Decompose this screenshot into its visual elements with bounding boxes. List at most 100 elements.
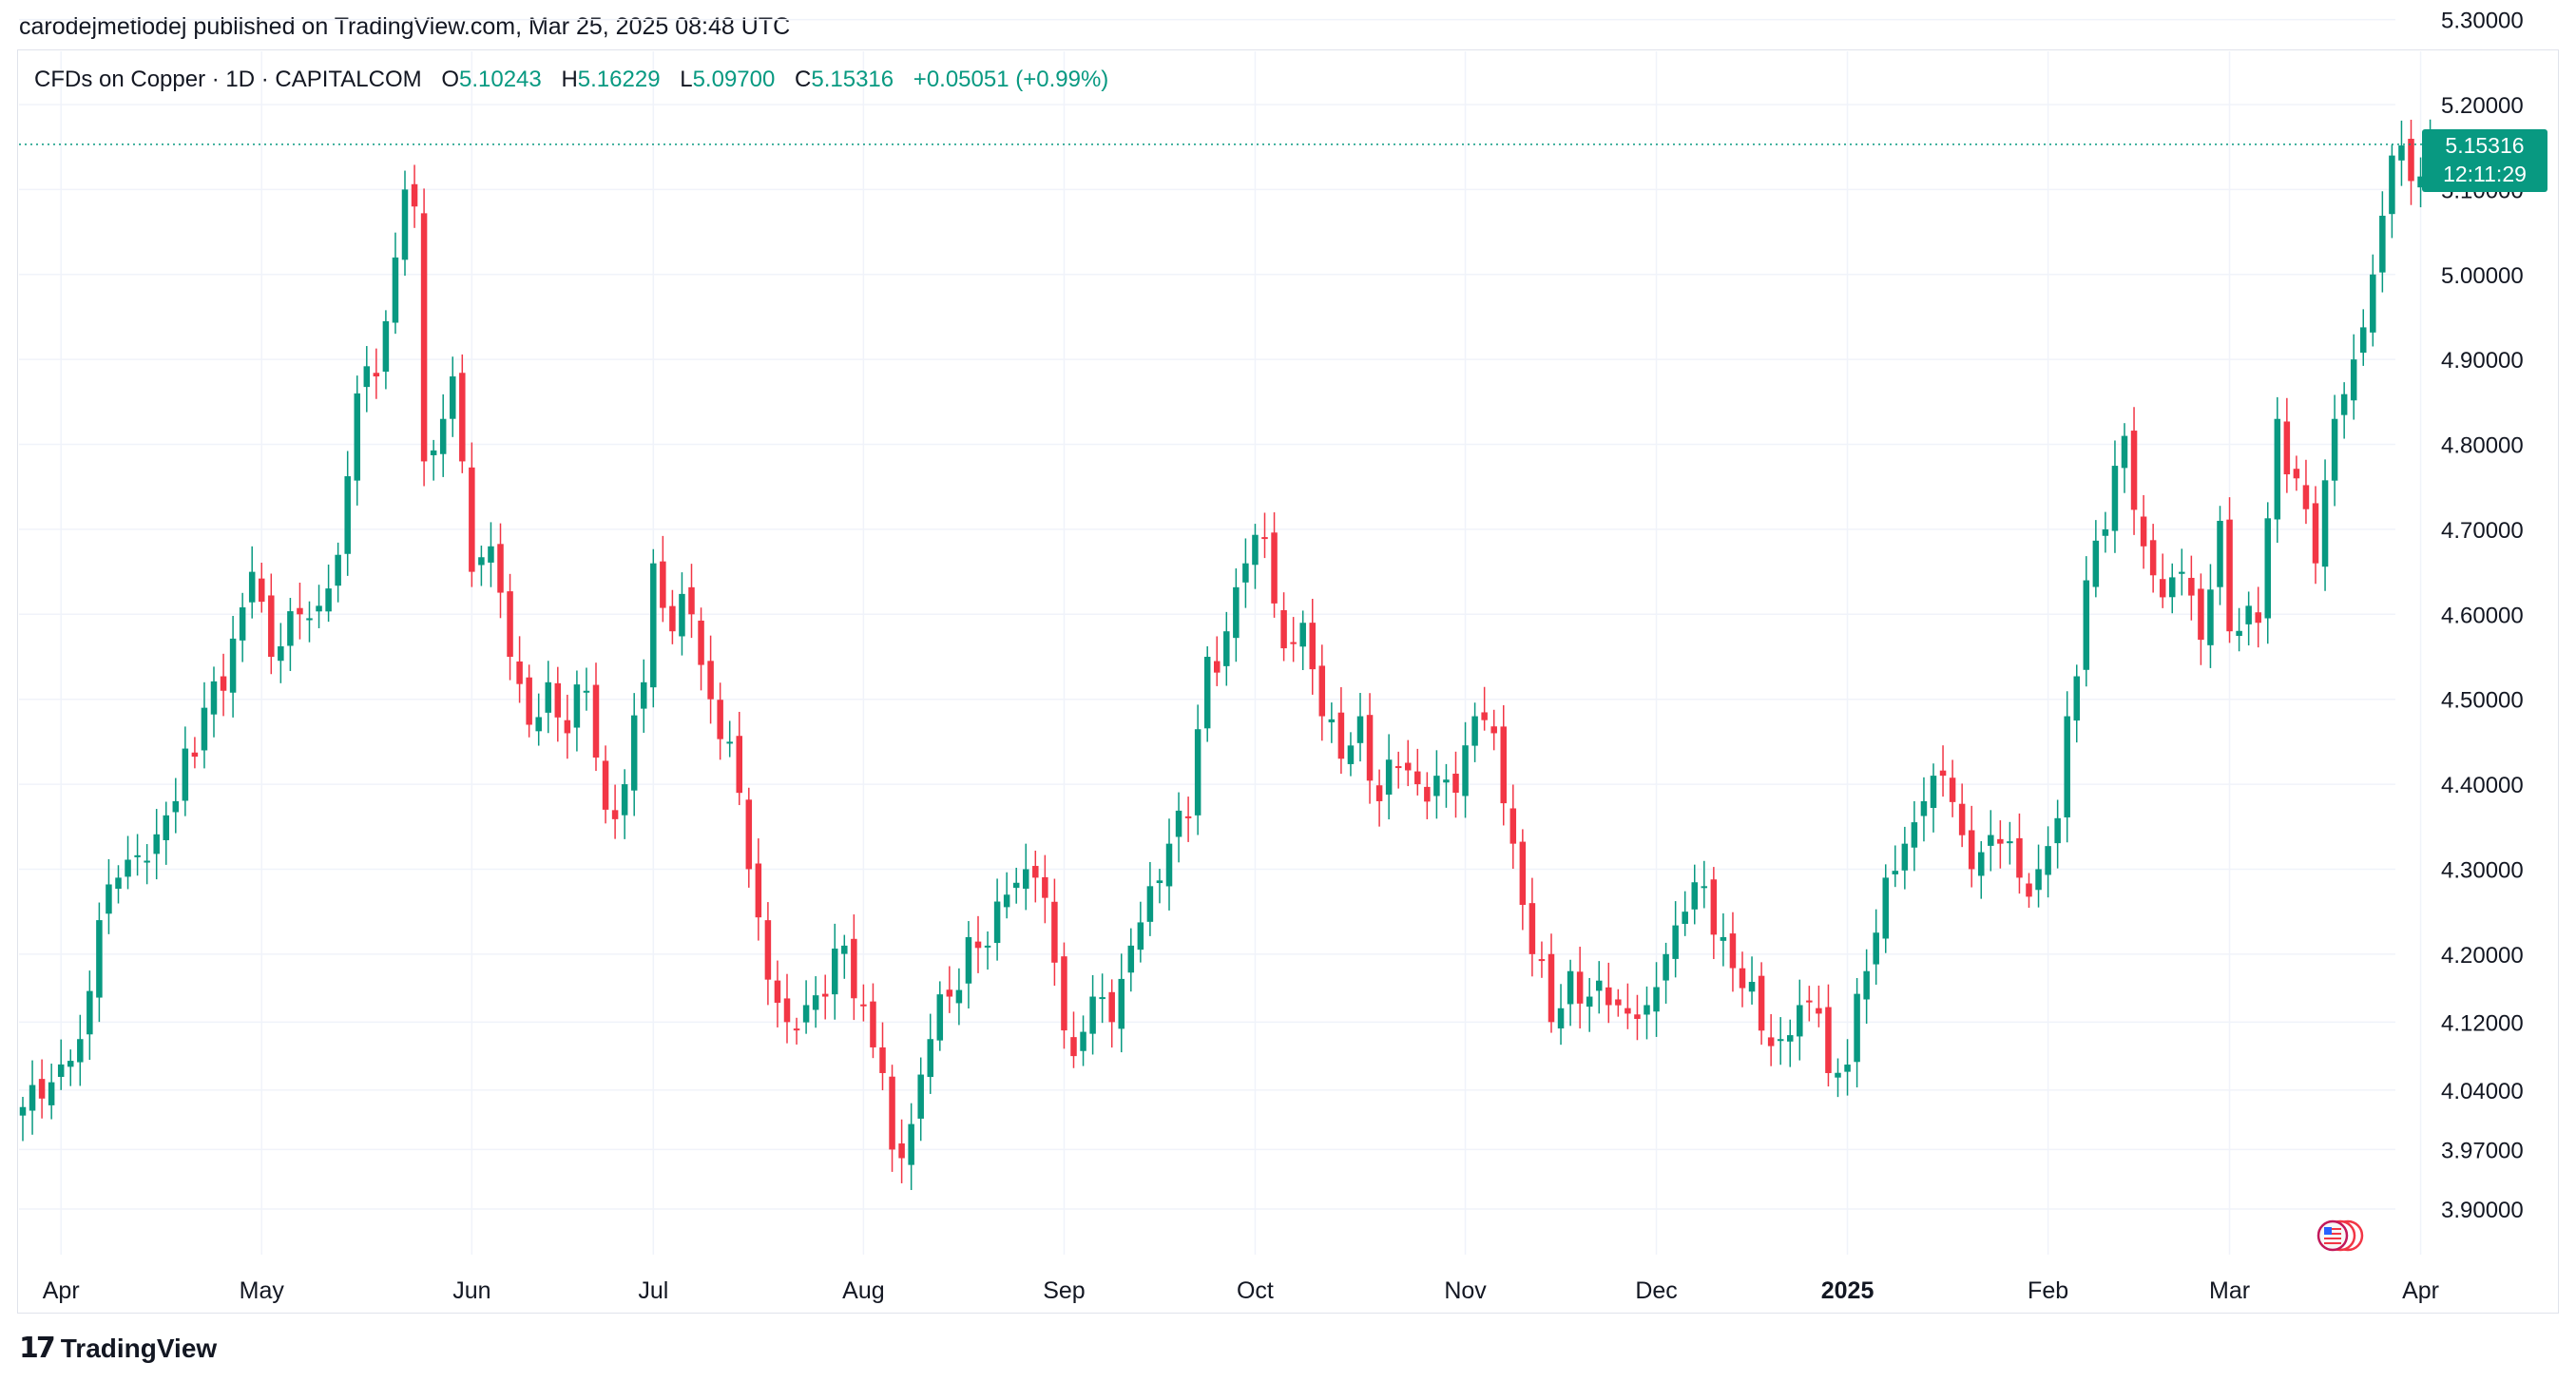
candle-body [182, 748, 189, 801]
candle-body [2169, 577, 2176, 598]
candle-body [1644, 1005, 1650, 1015]
candle-body [420, 213, 428, 462]
candle-body [1777, 1039, 1784, 1042]
x-tick-label: Jul [638, 1277, 668, 1304]
candle-body [1214, 661, 1221, 673]
candle-body [1146, 886, 1154, 922]
candle-body [439, 418, 447, 454]
x-tick-label: 2025 [1821, 1277, 1874, 1304]
candle-body [660, 561, 666, 608]
x-tick-label: Feb [2028, 1277, 2068, 1304]
candle-body [2140, 516, 2147, 547]
candle-body [860, 1004, 867, 1007]
candle-body [679, 593, 685, 637]
x-tick-label: Sep [1043, 1277, 1085, 1304]
candle-body [841, 945, 848, 954]
candle-body [2026, 883, 2032, 897]
candle-body [325, 588, 332, 612]
candle-body [2408, 139, 2414, 182]
candle-body [278, 645, 284, 662]
candle-body [2350, 359, 2357, 401]
candle-body [1797, 1005, 1803, 1037]
x-tick-label: Nov [1444, 1277, 1487, 1304]
candle-body [478, 557, 485, 566]
candle-body [974, 941, 982, 949]
candle-body [2045, 846, 2051, 875]
y-tick-label: 4.30000 [2441, 857, 2524, 883]
candle-body [726, 741, 733, 744]
candle-body [2340, 393, 2348, 415]
candle-body [2331, 418, 2338, 481]
candle-body [2083, 580, 2090, 670]
candle-body [335, 554, 341, 586]
candle-body [239, 607, 246, 641]
candle-body [1318, 665, 1326, 717]
candle-body [1949, 777, 1956, 802]
candle-body [106, 884, 112, 914]
candle-body [1252, 534, 1259, 566]
candle-body [688, 586, 695, 615]
candle-body [2102, 528, 2109, 536]
candle-body [297, 607, 303, 615]
candle-body [573, 684, 581, 728]
candle-body [1127, 945, 1135, 973]
candle-body [2054, 817, 2061, 844]
candle-body [1911, 822, 1918, 848]
candle-body [1538, 959, 1546, 962]
candle-body [1099, 997, 1105, 1000]
candle-body [1165, 843, 1173, 887]
candle-body [955, 989, 963, 1004]
candle-body [1624, 1008, 1631, 1014]
candle-body [2379, 215, 2386, 273]
candle-body [1405, 762, 1412, 771]
candle-body [2188, 577, 2195, 596]
candle-body [870, 1001, 876, 1047]
candle-body [1997, 838, 2004, 844]
candle-body [736, 736, 742, 794]
candle-body [602, 760, 609, 810]
candle-body [1767, 1037, 1775, 1046]
candle-body [745, 799, 753, 870]
high-label: H [561, 67, 578, 92]
candle-body [1375, 785, 1383, 801]
candle-body [1596, 980, 1603, 991]
open-value: 5.10243 [459, 67, 542, 92]
candle-body [1433, 776, 1440, 797]
candle-body [144, 860, 150, 863]
x-tick-label: Jun [452, 1277, 490, 1304]
candle-body [87, 990, 93, 1035]
candle-body [917, 1074, 924, 1119]
us-flag-events-icon[interactable] [2312, 1217, 2369, 1255]
candle-body [2226, 519, 2233, 632]
candle-body [1873, 932, 1879, 965]
candle-body [1854, 993, 1860, 1063]
candle-layer [19, 119, 2433, 1191]
candle-body [516, 661, 523, 684]
chart-frame [17, 49, 2559, 1314]
candle-body [1003, 894, 1010, 908]
candle-body [2274, 418, 2281, 520]
candle-body [698, 620, 704, 665]
candle-body [774, 980, 781, 1003]
candle-body [1509, 808, 1517, 844]
candle-body [354, 393, 360, 481]
candle-body [1080, 1031, 1086, 1051]
open-label: O [441, 67, 459, 92]
candle-body [2092, 540, 2100, 587]
tradingview-logo[interactable]: 𝟭𝟳 TradingView [19, 1332, 217, 1365]
candle-body [755, 863, 762, 918]
candle-body [1394, 766, 1402, 769]
countdown-value: 12:11:29 [2443, 161, 2527, 186]
candle-body [259, 578, 265, 603]
candle-body [2198, 588, 2204, 641]
candle-body [488, 546, 494, 563]
candle-body [1347, 745, 1355, 764]
candle-body [1528, 903, 1536, 954]
candle-body [1356, 716, 1364, 743]
candle-body [554, 682, 562, 718]
y-tick-label: 4.40000 [2441, 773, 2524, 798]
candle-body [1156, 880, 1163, 884]
candle-body [1691, 882, 1698, 910]
candle-body [1424, 786, 1431, 802]
